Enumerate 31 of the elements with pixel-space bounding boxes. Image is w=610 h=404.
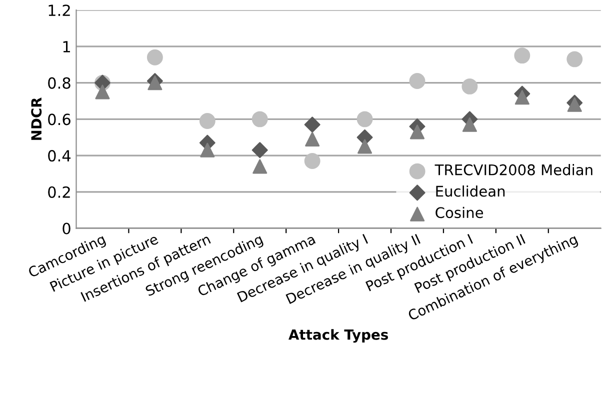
- point: [252, 159, 268, 174]
- y-tick-label: 0: [62, 222, 70, 234]
- point: [462, 78, 478, 94]
- legend-label: TRECVID2008 Median: [434, 164, 592, 176]
- point: [357, 139, 372, 154]
- point: [409, 73, 426, 89]
- legend-label: Cosine: [436, 206, 484, 218]
- point: [305, 132, 320, 146]
- y-tick-label: 1.2: [48, 4, 70, 16]
- point: [304, 116, 320, 133]
- y-tick-label: 1: [63, 41, 70, 52]
- point: [199, 113, 216, 129]
- point: [410, 124, 425, 140]
- y-tick-label: 0.4: [48, 150, 71, 162]
- point: [252, 111, 268, 128]
- point: [356, 111, 373, 128]
- point: [304, 153, 320, 169]
- point: [514, 48, 530, 64]
- legend-label: Euclidean: [436, 185, 505, 197]
- point: [566, 51, 583, 68]
- point: [252, 142, 268, 158]
- point: [146, 49, 163, 66]
- point: [462, 117, 477, 132]
- point: [514, 90, 530, 105]
- y-tick-label: 0.8: [48, 77, 70, 89]
- point: [200, 142, 215, 158]
- y-axis-title: NDCR: [31, 97, 42, 140]
- x-axis-title: Attack Types: [288, 329, 388, 343]
- y-tick-label: 0.2: [48, 186, 70, 198]
- y-tick-label: 0.6: [48, 114, 70, 126]
- point: [95, 84, 110, 100]
